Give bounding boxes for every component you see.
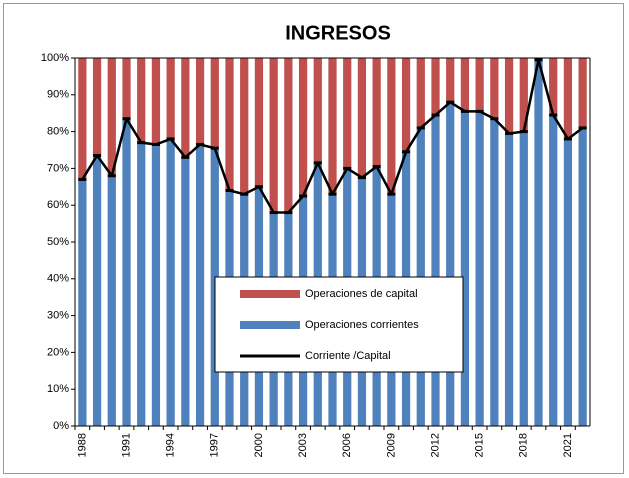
legend-label: Operaciones de capital bbox=[305, 288, 418, 300]
x-tick-label: 1997 bbox=[209, 433, 221, 457]
bar bbox=[254, 58, 264, 187]
x-tick-label: 2015 bbox=[474, 433, 486, 457]
bar bbox=[475, 111, 484, 427]
bar bbox=[446, 58, 455, 103]
y-tick-label: 40% bbox=[47, 273, 69, 285]
x-tick-label: 2009 bbox=[385, 433, 397, 457]
bar bbox=[563, 138, 573, 426]
bar bbox=[416, 58, 425, 128]
bar bbox=[519, 58, 528, 132]
y-tick-label: 30% bbox=[47, 310, 69, 322]
bar bbox=[240, 58, 249, 195]
y-tick-label: 100% bbox=[41, 52, 69, 64]
x-tick-label: 2012 bbox=[429, 433, 441, 457]
x-tick-label: 2021 bbox=[562, 433, 574, 457]
bar bbox=[225, 58, 234, 191]
legend-label: Corriente /Capital bbox=[305, 350, 391, 362]
bar bbox=[298, 58, 308, 196]
bar bbox=[549, 58, 558, 116]
bar bbox=[475, 58, 484, 112]
bar bbox=[181, 58, 190, 158]
bar bbox=[372, 58, 381, 167]
y-tick-label: 50% bbox=[47, 236, 69, 248]
bar bbox=[92, 58, 102, 156]
bar bbox=[504, 133, 514, 426]
bar bbox=[490, 118, 499, 426]
x-tick-label: 2006 bbox=[341, 433, 353, 457]
x-tick-label: 1988 bbox=[76, 433, 88, 457]
bar bbox=[195, 144, 205, 427]
bar bbox=[431, 58, 440, 116]
bar bbox=[166, 138, 175, 426]
x-tick-label: 2000 bbox=[253, 433, 265, 457]
y-tick-label: 80% bbox=[47, 126, 69, 138]
bar bbox=[387, 58, 396, 195]
legend-label: Operaciones corrientes bbox=[305, 319, 419, 331]
bar bbox=[578, 58, 587, 128]
bar bbox=[210, 58, 219, 149]
y-tick-label: 70% bbox=[47, 162, 69, 174]
bar bbox=[151, 58, 161, 145]
bar bbox=[431, 115, 440, 426]
legend-swatch bbox=[240, 321, 300, 329]
y-tick-label: 20% bbox=[47, 346, 69, 358]
bar bbox=[78, 179, 87, 426]
bar bbox=[490, 58, 499, 119]
x-tick-label: 2003 bbox=[297, 433, 309, 457]
x-tick-label: 1994 bbox=[165, 433, 177, 457]
bar bbox=[122, 58, 131, 119]
y-tick-label: 0% bbox=[53, 420, 69, 432]
bar bbox=[563, 58, 573, 139]
bar bbox=[328, 58, 337, 195]
bar bbox=[137, 142, 146, 426]
x-tick-label: 2018 bbox=[518, 433, 530, 457]
y-tick-label: 60% bbox=[47, 199, 69, 211]
legend-swatch bbox=[240, 290, 300, 298]
bar bbox=[578, 127, 587, 427]
bar bbox=[460, 111, 470, 427]
bar bbox=[357, 58, 367, 178]
bar bbox=[269, 58, 278, 213]
bar bbox=[460, 58, 470, 112]
bar bbox=[107, 58, 116, 176]
bar bbox=[181, 157, 190, 427]
bar bbox=[534, 59, 543, 427]
bar bbox=[166, 58, 175, 139]
y-tick-label: 90% bbox=[47, 89, 69, 101]
bar bbox=[504, 58, 514, 134]
bar bbox=[519, 131, 528, 426]
bar bbox=[137, 58, 146, 143]
bar bbox=[151, 144, 161, 427]
bar bbox=[92, 155, 102, 426]
bar bbox=[122, 118, 131, 426]
bar bbox=[446, 102, 455, 426]
bar bbox=[549, 115, 558, 426]
x-tick-label: 1991 bbox=[120, 433, 132, 457]
bar bbox=[313, 58, 322, 163]
y-tick-label: 10% bbox=[47, 383, 69, 395]
bar bbox=[343, 58, 352, 169]
bar bbox=[195, 58, 205, 145]
bar bbox=[401, 58, 411, 152]
chart-title: INGRESOS bbox=[285, 22, 391, 44]
bar bbox=[78, 58, 87, 180]
bar bbox=[284, 58, 293, 213]
bar bbox=[107, 175, 116, 426]
